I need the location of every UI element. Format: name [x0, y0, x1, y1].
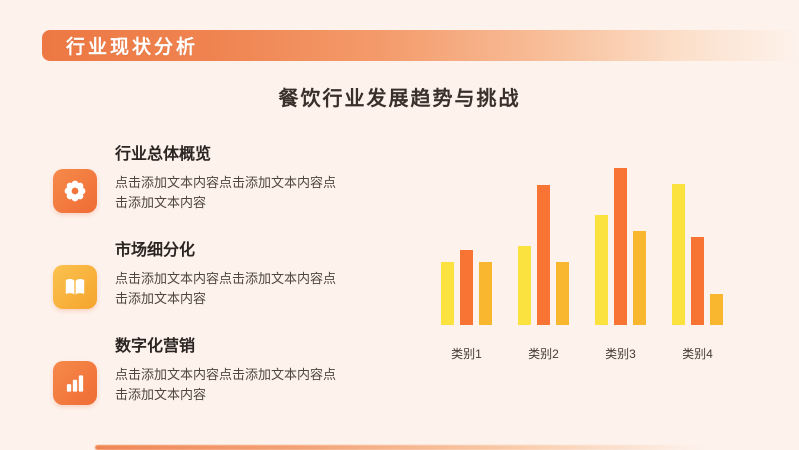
bar-chart: 类别1 类别2 类别3 类别4: [441, 168, 723, 362]
bar-series-yellow: [595, 215, 608, 325]
bar-series-amber: [633, 231, 646, 325]
category-label: 类别3: [605, 347, 636, 361]
bottom-accent-bar: [95, 445, 705, 450]
gear-icon: [53, 169, 97, 213]
feature-item-industry-overview: 行业总体概览 点击添加文本内容点击添加文本内容点击添加文本内容: [53, 140, 373, 213]
bar-series-yellow: [441, 262, 454, 325]
bar-series-yellow: [518, 246, 531, 325]
feature-text-block: 市场细分化 点击添加文本内容点击添加文本内容点击添加文本内容: [115, 236, 357, 309]
bar-series-orange: [460, 250, 473, 325]
bar-series-orange: [691, 237, 704, 325]
bar-series-amber: [556, 262, 569, 325]
category-label: 类别2: [528, 347, 559, 361]
feature-body-placeholder[interactable]: 点击添加文本内容点击添加文本内容点击添加文本内容: [115, 367, 337, 402]
bar-group: [518, 185, 569, 325]
category-labels: 类别1 类别2 类别3 类别4: [441, 345, 723, 362]
bar-group: [672, 184, 723, 325]
bar-group: [441, 250, 492, 325]
feature-text-block: 数字化营销 点击添加文本内容点击添加文本内容点击添加文本内容: [115, 332, 357, 405]
feature-body-placeholder[interactable]: 点击添加文本内容点击添加文本内容点击添加文本内容: [115, 175, 337, 210]
page-title: 餐饮行业发展趋势与挑战: [278, 88, 521, 110]
header-banner: 行业现状分析: [42, 30, 799, 61]
feature-list: 行业总体概览 点击添加文本内容点击添加文本内容点击添加文本内容 市场细分化 点击…: [53, 140, 373, 405]
feature-item-market-segmentation: 市场细分化 点击添加文本内容点击添加文本内容点击添加文本内容: [53, 236, 373, 309]
category-label: 类别4: [682, 347, 713, 361]
feature-text-block: 行业总体概览 点击添加文本内容点击添加文本内容点击添加文本内容: [115, 140, 357, 213]
feature-title: 市场细分化: [115, 242, 196, 259]
header-title: 行业现状分析: [66, 37, 199, 58]
bar-chart-icon: [53, 361, 97, 405]
bar-series-amber: [479, 262, 492, 325]
feature-body-placeholder[interactable]: 点击添加文本内容点击添加文本内容点击添加文本内容: [115, 271, 337, 306]
feature-item-digital-marketing: 数字化营销 点击添加文本内容点击添加文本内容点击添加文本内容: [53, 332, 373, 405]
category-label: 类别1: [451, 347, 482, 361]
bar-series-amber: [710, 294, 723, 325]
bar-series-yellow: [672, 184, 685, 325]
bar-series-orange: [614, 168, 627, 325]
feature-title: 数字化营销: [115, 338, 196, 355]
open-book-icon: [53, 265, 97, 309]
bar-group: [595, 168, 646, 325]
bar-series-orange: [537, 185, 550, 325]
bar-groups: [441, 168, 723, 325]
feature-title: 行业总体概览: [115, 146, 212, 163]
